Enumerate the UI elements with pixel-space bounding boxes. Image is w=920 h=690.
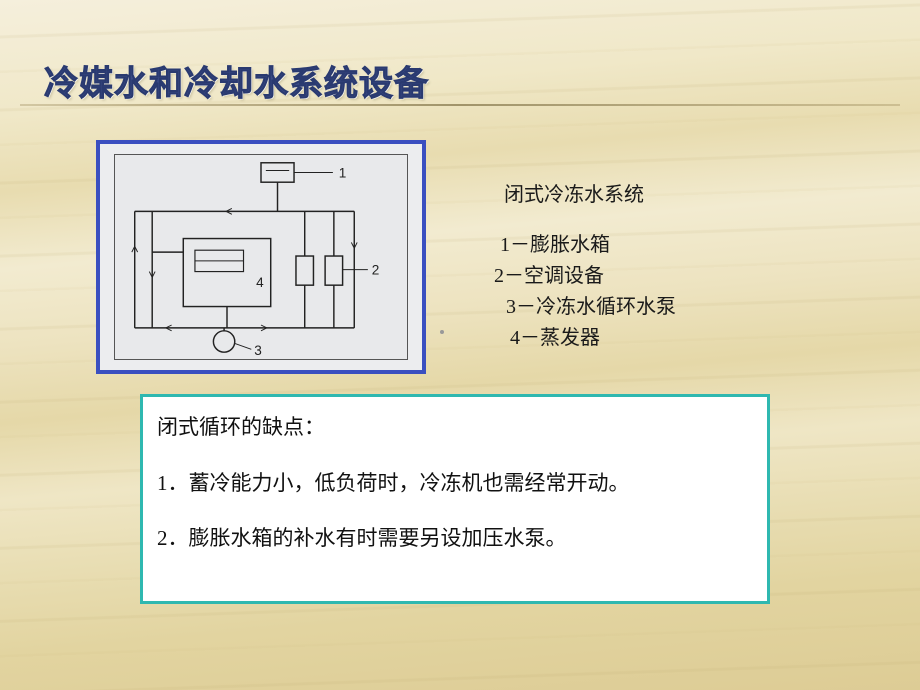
diagram-inner: 1 4 2: [114, 154, 408, 360]
legend-system-name: 闭式冷冻水系统: [504, 180, 676, 210]
disadvantages-point-1: 1．蓄冷能力小，低负荷时，冷冻机也需经常开动。: [157, 469, 755, 497]
title-underline: [20, 104, 900, 106]
diagram-label-3: 3: [254, 343, 262, 358]
legend-item-4: 4－蒸发器: [510, 323, 676, 353]
diagram-label-2: 2: [372, 262, 380, 277]
diagram-label-1: 1: [339, 165, 347, 180]
legend-item-2: 2－空调设备: [494, 261, 676, 291]
disadvantages-box: 闭式循环的缺点： 1．蓄冷能力小，低负荷时，冷冻机也需经常开动。 2．膨胀水箱的…: [140, 394, 770, 604]
diagram-label-4: 4: [256, 275, 264, 290]
schematic-diagram: 1 4 2: [96, 140, 426, 374]
schematic-svg: 1 4 2: [115, 155, 407, 359]
legend-item-1: 1－膨胀水箱: [500, 230, 676, 260]
legend-item-3: 3－冷冻水循环水泵: [506, 292, 676, 322]
bullet-dot: [440, 330, 444, 334]
page-title: 冷媒水和冷却水系统设备: [44, 56, 429, 105]
disadvantages-point-2: 2．膨胀水箱的补水有时需要另设加压水泵。: [157, 524, 755, 552]
disadvantages-heading: 闭式循环的缺点：: [157, 413, 755, 441]
legend-block: 闭式冷冻水系统 1－膨胀水箱 2－空调设备 3－冷冻水循环水泵 4－蒸发器: [500, 180, 676, 354]
